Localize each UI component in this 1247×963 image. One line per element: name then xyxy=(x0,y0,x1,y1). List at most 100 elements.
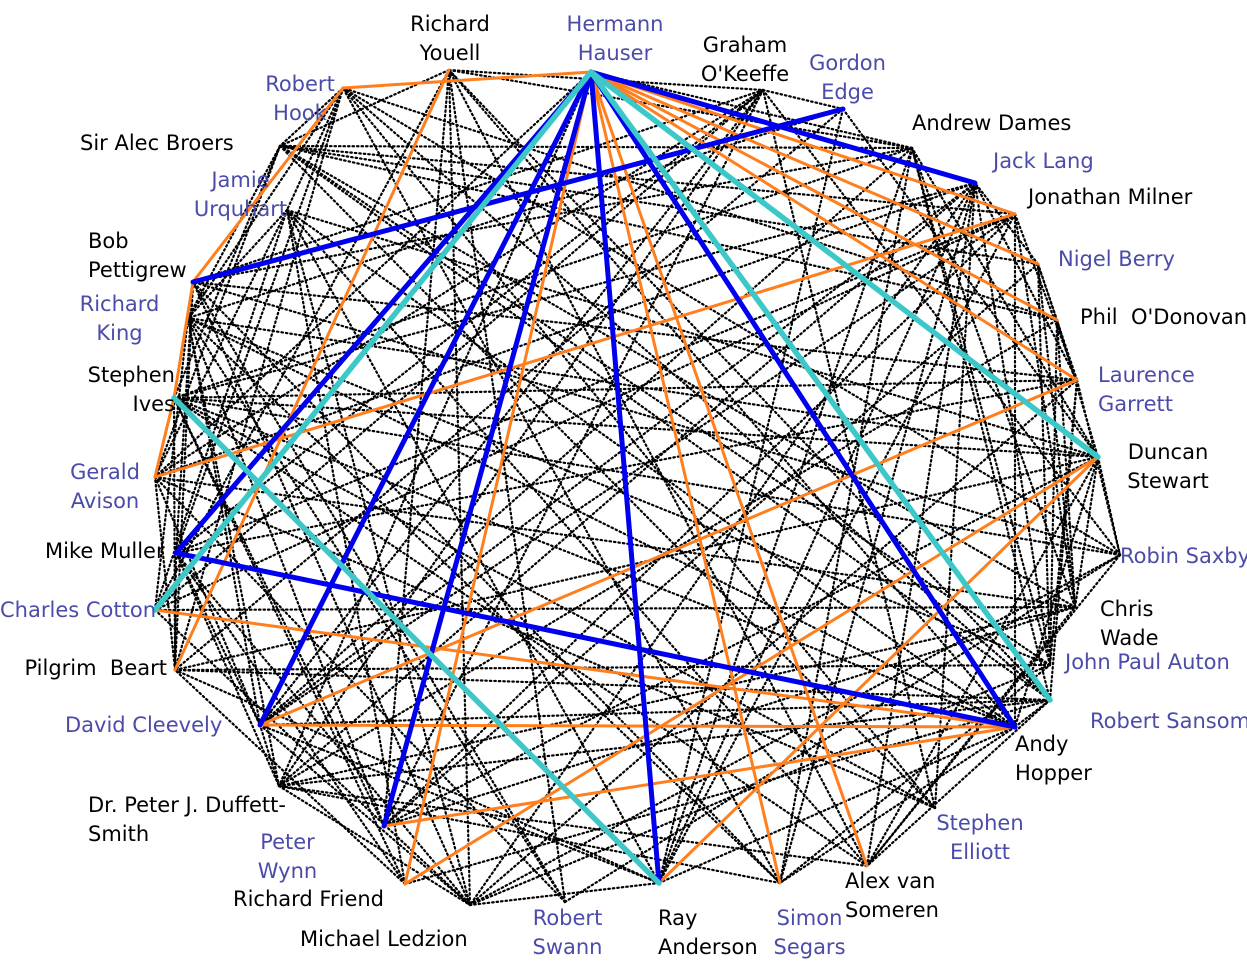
dotted-edge xyxy=(191,280,567,904)
blue-edge xyxy=(381,69,594,829)
node-label-hermann-hauser: Hermann Hauser xyxy=(566,12,664,65)
dotted-edge xyxy=(1048,378,1079,702)
dotted-edge xyxy=(468,553,1122,907)
dotted-edge xyxy=(657,181,977,885)
dotted-edge xyxy=(153,475,177,672)
dotted-edge xyxy=(865,698,1052,868)
dotted-edge xyxy=(589,70,914,150)
blue-edge xyxy=(588,69,662,886)
cyan-edge xyxy=(588,69,1053,703)
dotted-edge xyxy=(910,146,1052,667)
node-label-stephen-elliott: Stephen Elliott xyxy=(936,811,1024,864)
dotted-edge xyxy=(973,181,1052,667)
dotted-edge xyxy=(191,280,1122,557)
cyan-edge xyxy=(171,395,662,886)
dotted-edge xyxy=(172,396,177,672)
node-label-charles-cotton: Charles Cotton xyxy=(0,598,156,622)
dotted-edge xyxy=(447,68,1052,702)
dotted-edge xyxy=(468,663,1052,907)
dotted-edge xyxy=(153,181,977,479)
dotted-edge xyxy=(1048,318,1059,667)
dotted-edge xyxy=(447,68,1017,729)
dotted-edge xyxy=(277,698,1052,788)
dotted-edge xyxy=(191,280,782,885)
dotted-edge xyxy=(865,605,1077,868)
dotted-edge xyxy=(341,86,937,810)
dotted-edge xyxy=(174,212,1017,555)
orange-edge xyxy=(191,86,345,284)
dotted-edge xyxy=(1048,378,1079,667)
dotted-edge xyxy=(382,262,1040,828)
node-label-laurence-garrett: Laurence Garrett xyxy=(1098,363,1195,416)
node-label-ray-anderson: Ray Anderson xyxy=(658,906,758,959)
dotted-edge xyxy=(1096,455,1122,557)
dotted-edge xyxy=(173,86,345,672)
dotted-edge xyxy=(277,784,869,868)
dotted-edge xyxy=(778,663,1052,885)
highlighted-edges-layer xyxy=(152,68,1101,886)
dotted-edge xyxy=(973,181,1079,382)
node-label-phil-odonovan: Phil O'Donovan xyxy=(1080,305,1247,329)
dotted-edge xyxy=(153,475,937,810)
node-label-jonathan-milner: Jonathan Milner xyxy=(1028,185,1193,209)
dotted-edge xyxy=(173,668,407,886)
dotted-edge xyxy=(933,181,977,810)
dotted-edge xyxy=(1073,455,1100,609)
orange-edge xyxy=(153,396,176,479)
dotted-edge xyxy=(285,208,869,868)
node-label-michael-ledzion: Michael Ledzion xyxy=(300,927,468,951)
node-label-nigel-berry: Nigel Berry xyxy=(1058,247,1175,271)
dotted-edge xyxy=(172,396,1122,557)
dotted-edge xyxy=(172,396,1017,729)
dotted-edge xyxy=(174,551,407,886)
orange-edge xyxy=(153,608,1017,729)
dotted-edge xyxy=(910,146,1100,459)
orange-edge xyxy=(382,725,1017,828)
dotted-edge xyxy=(186,316,782,885)
dotted-edge xyxy=(258,146,914,727)
dotted-edge xyxy=(186,316,567,904)
dotted-edge xyxy=(657,725,1017,885)
node-label-john-paul-auton: John Paul Auton xyxy=(1065,650,1230,674)
dotted-edge xyxy=(258,723,281,788)
dotted-edge xyxy=(1036,262,1077,609)
dotted-edge xyxy=(341,86,1059,322)
dotted-edge xyxy=(172,396,869,868)
dotted-edge xyxy=(258,723,661,885)
node-label-simon-segars: Simon Segars xyxy=(773,906,846,959)
node-label-graham-okeeffe: Graham O'Keeffe xyxy=(700,33,790,86)
orange-edge xyxy=(172,280,195,400)
dotted-edge xyxy=(186,316,386,828)
dotted-edge xyxy=(278,86,345,148)
node-label-gerald-avison: Gerald Avison xyxy=(70,460,140,513)
orange-edge xyxy=(589,70,1079,382)
dotted-edge xyxy=(172,396,407,886)
dotted-edge xyxy=(278,144,1059,322)
dotted-edge xyxy=(172,181,977,400)
blue-edge xyxy=(190,106,846,285)
orange-edge xyxy=(258,723,1017,729)
dotted-edge xyxy=(172,146,914,400)
node-label-jamie-urquhart: Jamie Urquhart xyxy=(193,168,288,221)
dotted-edge xyxy=(153,212,1017,612)
dotted-edge xyxy=(277,784,472,907)
dotted-edge xyxy=(468,181,977,907)
node-label-chris-wade: Chris Wade xyxy=(1100,597,1159,650)
cyan-edge xyxy=(152,69,594,613)
dotted-edge xyxy=(1013,212,1077,609)
dotted-edge xyxy=(761,88,845,111)
dotted-edge xyxy=(285,208,407,886)
node-label-bob-pettigrew: Bob Pettigrew xyxy=(88,229,187,282)
dotted-edge xyxy=(973,181,1040,266)
dotted-edge xyxy=(153,88,765,479)
dotted-edge xyxy=(153,605,1077,612)
dotted-edge xyxy=(172,378,1079,400)
node-label-richard-friend: Richard Friend xyxy=(233,887,384,911)
dotted-edge xyxy=(258,698,1052,727)
dotted-edge xyxy=(172,396,1100,459)
dotted-edge xyxy=(174,551,472,907)
node-label-robin-saxby: Robin Saxby xyxy=(1120,544,1247,568)
blue-edge xyxy=(588,69,1018,730)
dotted-edge xyxy=(153,608,472,907)
